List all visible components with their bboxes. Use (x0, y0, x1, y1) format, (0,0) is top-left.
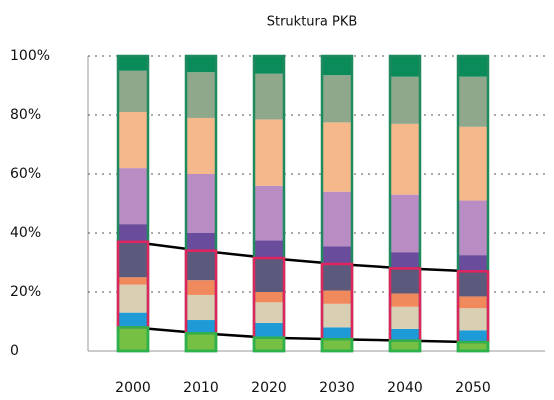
bar-segment (254, 292, 284, 303)
bar-segment (390, 194, 420, 253)
base-outline (456, 340, 490, 353)
bar-segment (186, 72, 216, 118)
bar-segment (322, 246, 352, 264)
bar-segment (186, 174, 216, 233)
bar-segment (186, 280, 216, 295)
bar-segment (322, 75, 352, 123)
x-tick-label: 2040 (387, 380, 423, 396)
y-tick-label: 0 (10, 343, 19, 359)
bar-segment (322, 303, 352, 328)
bar-segment (390, 56, 420, 77)
y-tick-label: 40% (10, 225, 41, 241)
bar-segment (322, 339, 352, 351)
trend-line (132, 240, 474, 273)
bar-segment (322, 122, 352, 192)
bar-segment (118, 168, 148, 225)
base-outline (320, 337, 354, 353)
bar-segment (186, 250, 216, 281)
y-tick-label: 100% (10, 48, 50, 64)
bar-segment (390, 252, 420, 269)
bar-segment (458, 308, 488, 331)
bar-segment (254, 240, 284, 259)
bar-segment (118, 70, 148, 113)
bar-segment (458, 56, 488, 77)
trend-lines (132, 240, 474, 344)
bar-segment (118, 277, 148, 285)
bar-segment (118, 112, 148, 169)
x-tick-label: 2050 (455, 380, 491, 396)
bar-segment (390, 76, 420, 124)
base-outline (116, 326, 150, 353)
bar-segment (458, 126, 488, 201)
bar-segment (458, 76, 488, 127)
bar-segment (254, 185, 284, 241)
bar-segment (458, 330, 488, 343)
bar-segment (254, 302, 284, 323)
base-outline (388, 339, 422, 353)
bar-segment (254, 337, 284, 351)
bar-segment (390, 328, 420, 341)
y-tick-label: 80% (10, 107, 41, 123)
bar-segment (118, 312, 148, 328)
bar-segment (186, 333, 216, 351)
bar-segment (186, 56, 216, 73)
x-tick-label: 2030 (319, 380, 355, 396)
bar-segment (458, 255, 488, 272)
bar-segment (458, 271, 488, 297)
bar-segment (390, 268, 420, 294)
bar-segment (118, 241, 148, 278)
bar-segment (322, 191, 352, 247)
bar-segment (390, 306, 420, 329)
bar-segment (458, 200, 488, 256)
bar-segment (118, 56, 148, 71)
bar-segment (390, 123, 420, 195)
y-tick-label: 60% (10, 166, 41, 182)
bar-segment (186, 320, 216, 334)
bar-segment (254, 119, 284, 186)
bar-segment (458, 296, 488, 309)
bar-segment (118, 327, 148, 351)
bar-segment (390, 340, 420, 351)
bar-segment (322, 327, 352, 340)
bar-segment (118, 284, 148, 313)
x-tick-label: 2000 (115, 380, 151, 396)
bar-segment (254, 56, 284, 74)
bar-segment (186, 117, 216, 174)
base-outline (184, 332, 218, 353)
bar-segment (322, 290, 352, 304)
base-outline (252, 336, 286, 353)
bar-segment (322, 56, 352, 76)
x-tick-label: 2020 (251, 380, 287, 396)
y-tick-label: 20% (10, 284, 41, 300)
bar-segment (322, 263, 352, 291)
x-tick-label: 2010 (183, 380, 219, 396)
bar-segment (390, 293, 420, 307)
bar-segment (254, 322, 284, 338)
bar-segment (118, 224, 148, 242)
bar-segment (254, 73, 284, 120)
bar-segment (186, 294, 216, 321)
bar-segment (254, 258, 284, 292)
bar-segment (458, 342, 488, 351)
chart-title: Struktura PKB (267, 15, 358, 30)
bar-segment (186, 233, 216, 251)
trend-line (132, 326, 474, 344)
